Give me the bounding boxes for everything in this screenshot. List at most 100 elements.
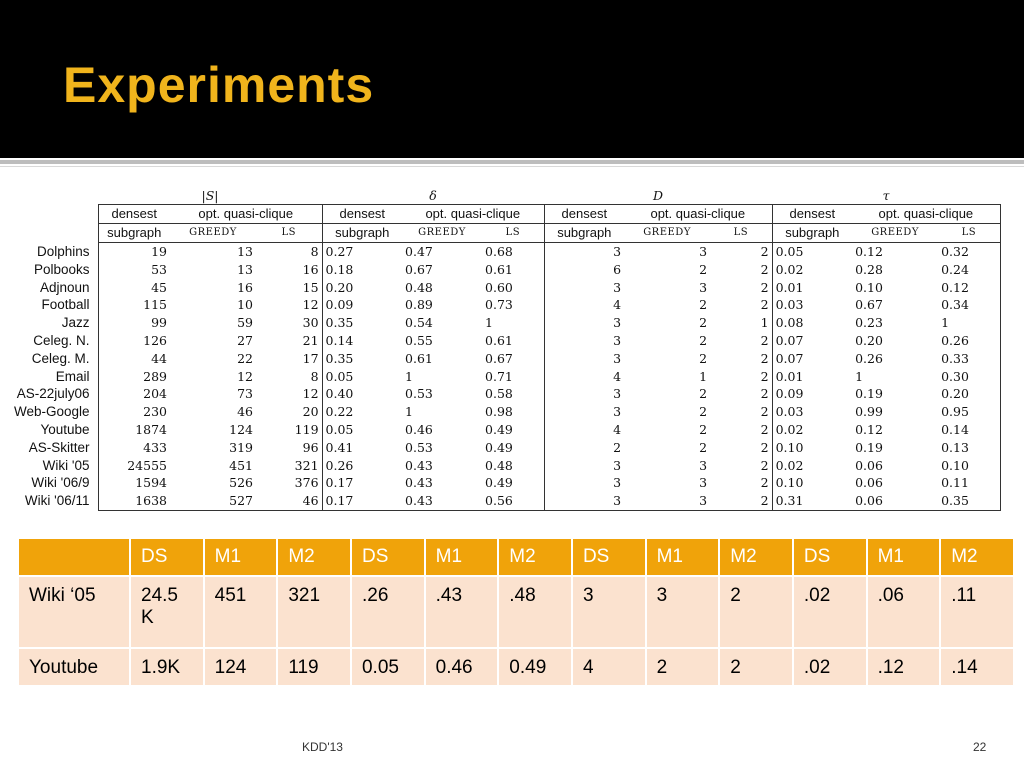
table-cell: 0.31 [771, 491, 853, 511]
table-cell: 3 [543, 456, 625, 474]
table-row: Youtube 1874 124 119 0.05 0.46 0.49 4 2 2 0.02 0.12… [6, 420, 1001, 439]
table-cell: 126 [97, 331, 170, 350]
table-cell: 0.20 [321, 278, 403, 296]
table-cell: 3 [543, 313, 625, 332]
table-cell: 2 [710, 473, 773, 492]
table-cell: 0.12 [855, 421, 883, 437]
table-cell: 0.61 [482, 260, 545, 279]
summary-row-label: Wiki ‘05 [19, 577, 129, 647]
table-cell: 21 [256, 331, 323, 350]
summary-cell: 2 [720, 577, 792, 647]
row-label: Wiki '06/11 [24, 493, 90, 509]
summary-cell: 3 [646, 577, 719, 647]
table-cell: 0.10 [771, 438, 853, 457]
table-cell: 0.32 [938, 242, 1001, 261]
table-cell: 0.49 [482, 438, 545, 457]
table-cell: 0.43 [405, 457, 433, 473]
table-cell: 16 [256, 260, 323, 279]
summary-header-cell: M1 [204, 539, 277, 575]
table-cell: 2 [699, 315, 708, 331]
group-density-header: δ [429, 187, 437, 203]
table-cell: 0.61 [405, 350, 433, 366]
sub-header-ls: LS [482, 223, 545, 243]
table-cell: 30 [256, 313, 323, 332]
summary-row: Youtube 1.9K 124 119 0.05 0.46 0.49 4 2 2.02.12.1… [19, 649, 1013, 685]
summary-header-cell: M1 [867, 539, 940, 575]
table-cell: 2 [699, 386, 708, 402]
table-cell: 3 [543, 384, 625, 403]
table-cell: 12 [237, 368, 253, 384]
table-cell: 376 [256, 473, 323, 492]
table-cell: 0.17 [321, 473, 403, 492]
table-cell: 0.56 [482, 491, 545, 511]
table-cell: 6 [543, 260, 625, 279]
summary-cell: 2 [646, 649, 719, 685]
table-cell: 8 [256, 367, 323, 385]
table-cell: 230 [97, 402, 170, 421]
table-cell: 0.60 [482, 278, 545, 296]
table-cell: 0.30 [938, 367, 1001, 385]
row-label: Email [55, 368, 90, 384]
table-cell: 0.40 [321, 384, 403, 403]
paper-results-table: |S| δ D τ densest opt. quasi-clique denses… [6, 186, 1001, 511]
table-cell: 289 [97, 367, 170, 385]
paper-table-body: Dolphins 19 13 8 0.27 0.47 0.68 3 3 2 0.05 0.12 0.32… [6, 242, 1001, 511]
summary-cell: .12 [867, 649, 940, 685]
table-cell: 2 [710, 278, 773, 296]
summary-header-cell: M1 [646, 539, 719, 575]
table-cell: 0.09 [771, 384, 853, 403]
table-cell: 0.05 [321, 420, 403, 439]
table-cell: 2 [699, 404, 708, 420]
table-cell: 1 [405, 368, 413, 384]
table-cell: 3 [543, 473, 625, 492]
table-cell: 0.43 [405, 475, 433, 491]
table-cell: 321 [256, 456, 323, 474]
sub-header-row-1: densest opt. quasi-clique densest opt. quas… [6, 204, 1001, 224]
table-cell: 2 [710, 260, 773, 279]
summary-header-cell: M2 [941, 539, 1013, 575]
table-cell: 0.06 [855, 475, 883, 491]
table-cell: 0.67 [405, 261, 433, 277]
table-cell: 0.35 [321, 313, 403, 332]
table-cell: 10 [237, 297, 253, 313]
table-cell: 0.08 [771, 313, 853, 332]
summary-table-body: Wiki ‘05 24.5 K 451 321.26.43.48 3 3 2.02.06.1… [19, 577, 1013, 685]
row-label: Celeg. M. [31, 350, 90, 366]
sub-header-densest: densest [97, 204, 170, 224]
table-row: Football 115 10 12 0.09 0.89 0.73 4 2 2 0.03 0.67 0.… [6, 295, 1001, 314]
sub-header-row-2: subgraph GREEDY LS subgraph GREEDY LS subgraph… [6, 223, 1001, 243]
table-cell: 0.14 [938, 420, 1001, 439]
row-label: AS-22july06 [16, 386, 90, 402]
group-header-row: |S| δ D τ [6, 186, 1000, 205]
summary-cell: .48 [499, 577, 571, 647]
table-cell: 0.58 [482, 384, 545, 403]
table-cell: 0.98 [482, 402, 545, 421]
table-cell: 0.46 [405, 421, 433, 437]
table-cell: 15 [256, 278, 323, 296]
table-cell: 2 [699, 297, 708, 313]
summary-header-cell: M2 [278, 539, 350, 575]
table-cell: 0.26 [321, 456, 403, 474]
summary-cell: 321 [278, 577, 350, 647]
table-cell: 0.09 [321, 295, 403, 314]
summary-cell: 0.49 [499, 649, 571, 685]
header-divider-thin [0, 166, 1024, 167]
table-cell: 0.47 [405, 243, 433, 259]
table-cell: 0.12 [938, 278, 1001, 296]
summary-header-cell: DS [793, 539, 866, 575]
summary-header-cell: DS [351, 539, 424, 575]
table-cell: 2 [710, 384, 773, 403]
table-cell: 4 [543, 420, 625, 439]
table-cell: 1 [482, 313, 545, 332]
table-cell: 17 [256, 349, 323, 368]
table-cell: 3 [699, 279, 708, 295]
table-cell: 0.07 [771, 331, 853, 350]
table-cell: 0.71 [482, 367, 545, 385]
table-cell: 24555 [97, 456, 170, 474]
sub-header-quasi-clique: opt. quasi-clique [624, 204, 773, 224]
table-cell: 46 [237, 404, 253, 420]
sub-header-densest: densest [321, 204, 403, 224]
table-cell: 3 [543, 278, 625, 296]
table-cell: 2 [699, 421, 708, 437]
table-cell: 22 [237, 350, 253, 366]
